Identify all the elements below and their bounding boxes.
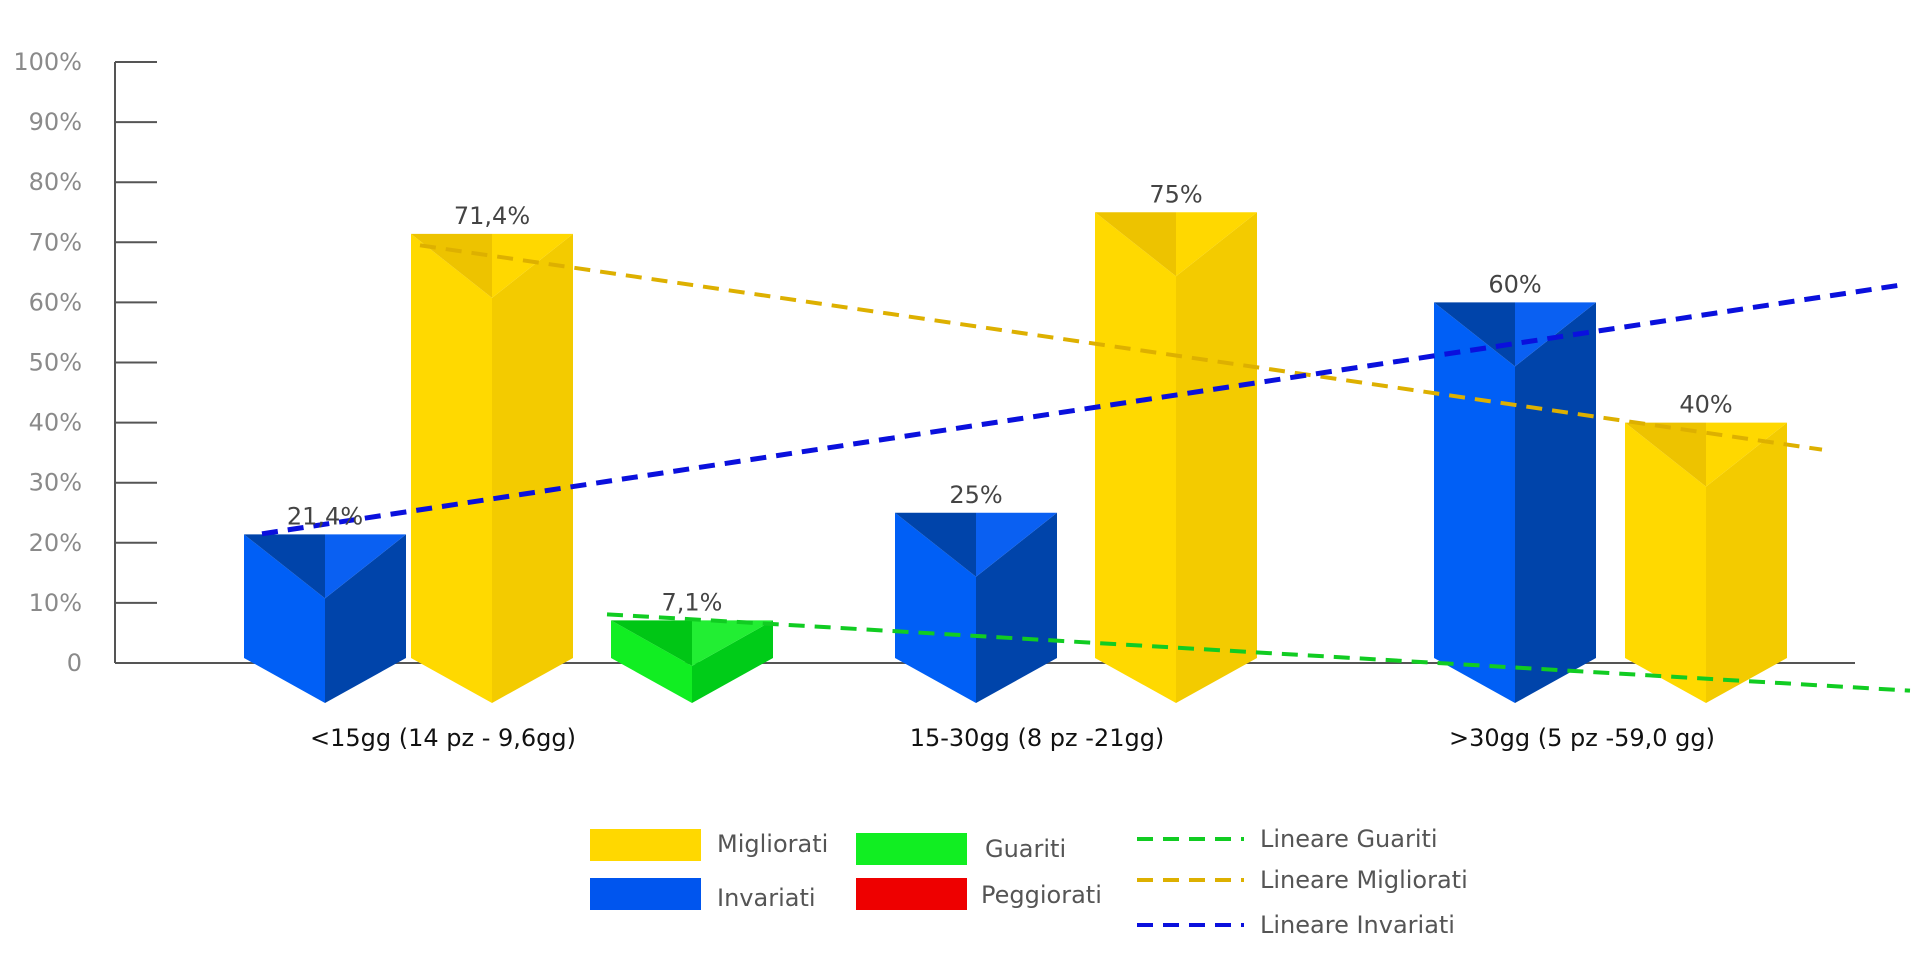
bar-migliorati-0 (411, 233, 573, 704)
legend-swatch-guariti (856, 833, 967, 865)
y-tick-label: 10% (29, 589, 82, 617)
bar-invariati-2 (1434, 302, 1596, 703)
bar-right-face (1176, 212, 1257, 703)
bar-top-facet-right (1176, 212, 1257, 277)
trendline-lineare-invariati (261, 281, 1906, 537)
bar-top-facet-right (492, 233, 573, 298)
data-label: 75% (1149, 180, 1202, 208)
bar-top-facet-right (692, 620, 773, 666)
bar-right-face (492, 233, 573, 704)
category-label: >30gg (5 pz -59,0 gg) (1449, 724, 1715, 752)
bar-invariati-1 (895, 512, 1057, 703)
chart-trendlines (261, 243, 1911, 693)
bar-right-face (1706, 422, 1787, 703)
legend-swatch-migliorati (590, 829, 701, 861)
legend-label: Lineare Guariti (1260, 825, 1438, 853)
legend-label: Lineare Migliorati (1260, 866, 1468, 894)
bar-top-facet-left (1095, 212, 1176, 277)
y-tick-label: 100% (13, 48, 82, 76)
data-label: 40% (1679, 391, 1732, 419)
bar-left-face (411, 233, 492, 704)
bar-top-facet-left (1434, 302, 1515, 367)
bar-top-facet-right (1706, 422, 1787, 487)
bar-top-facet-right (325, 534, 406, 599)
bar-left-face (611, 620, 692, 703)
bar-top-facet-left (895, 512, 976, 577)
data-label: 21,4% (287, 502, 363, 530)
data-label: 7,1% (662, 588, 723, 616)
legend-label: Guariti (985, 835, 1066, 863)
y-tick-label: 40% (29, 409, 82, 437)
legend-label: Peggiorati (981, 881, 1102, 909)
chart-bars (244, 212, 1787, 704)
data-label: 71,4% (454, 202, 530, 230)
bar-top-facet-left (1625, 422, 1706, 487)
chart-labels: 21,4% 25% 60% 71,4% 75% 40% 7,1% <15gg (14 pz -… (287, 180, 1733, 752)
trendline-lineare-migliorati (419, 243, 1823, 452)
y-tick-label: 60% (29, 288, 82, 316)
chart-axes: 0 10% 20% 30% 40% 50% 60% 70% 80% 90% 100% (13, 48, 1855, 677)
bar-guariti-0 (611, 620, 773, 703)
bar-left-face (1095, 212, 1176, 703)
bar-invariati-0 (244, 534, 406, 703)
bar-right-face (1515, 302, 1596, 703)
legend-swatch-invariati (590, 878, 701, 910)
y-tick-label: 90% (29, 108, 82, 136)
category-label: <15gg (14 pz - 9,6gg) (310, 724, 576, 752)
bar-right-face (692, 620, 773, 703)
legend-label: Invariati (717, 884, 816, 912)
data-label: 60% (1488, 270, 1541, 298)
category-label: 15-30gg (8 pz -21gg) (910, 724, 1165, 752)
bar-right-face (325, 534, 406, 703)
bar-top-facet-left (611, 620, 692, 666)
legend-label: Migliorati (717, 830, 828, 858)
bar-right-face (976, 512, 1057, 703)
bar-migliorati-1 (1095, 212, 1257, 703)
bar-top-facet-right (976, 512, 1057, 577)
y-tick-label: 70% (29, 228, 82, 256)
bar-left-face (1434, 302, 1515, 703)
legend-swatch-peggiorati (856, 878, 967, 910)
y-tick-label: 50% (29, 349, 82, 377)
chart-legend: Invariati Migliorati Guariti Peggiorati Line… (590, 825, 1468, 939)
data-label: 25% (949, 481, 1002, 509)
bar-migliorati-2 (1625, 422, 1787, 703)
bar-left-face (244, 534, 325, 703)
bar-top-facet-left (244, 534, 325, 599)
bar-left-face (895, 512, 976, 703)
y-tick-label: 20% (29, 529, 82, 557)
y-tick-label: 30% (29, 469, 82, 497)
trendline-lineare-guariti (606, 612, 1911, 693)
y-tick-label: 0 (67, 649, 82, 677)
bar-top-facet-left (411, 233, 492, 298)
y-tick-label: 80% (29, 168, 82, 196)
bar-top-facet-right (1515, 302, 1596, 367)
bar-left-face (1625, 422, 1706, 703)
legend-label: Lineare Invariati (1260, 911, 1455, 939)
